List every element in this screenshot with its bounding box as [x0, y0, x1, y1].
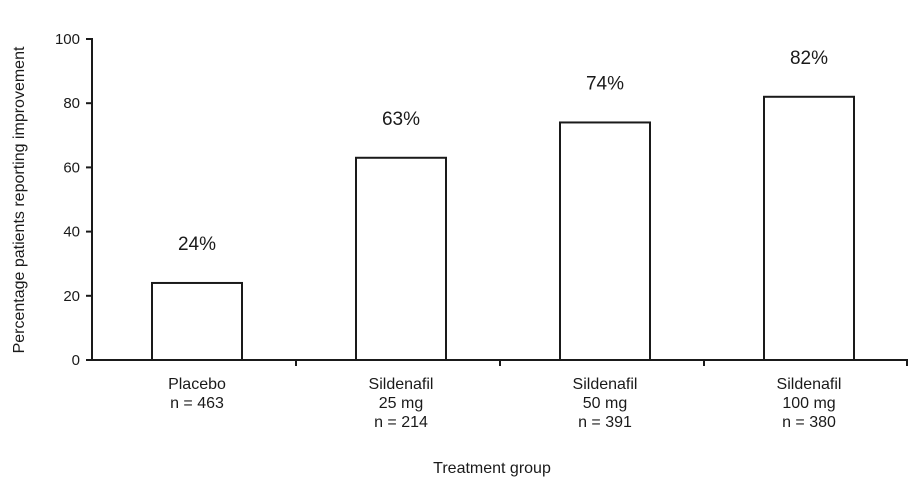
- category-label-line: 100 mg: [782, 395, 835, 412]
- category-label-line: Placebo: [168, 376, 226, 393]
- bar-value-label: 63%: [382, 109, 420, 130]
- category-label-line: Sildenafil: [777, 376, 842, 393]
- x-axis-title: Treatment group: [433, 460, 551, 477]
- bar-value-label: 24%: [178, 234, 216, 255]
- category-label-line: n = 391: [578, 414, 632, 431]
- bars: [151, 95, 855, 361]
- category-label-line: Sildenafil: [573, 376, 638, 393]
- bar: [763, 95, 855, 361]
- y-tick-label: 20: [63, 288, 80, 305]
- category-label-line: 50 mg: [583, 395, 627, 412]
- y-axis-ticks: 0 20 40 60 80 100: [55, 31, 92, 369]
- bar: [355, 156, 447, 361]
- category-label: Sildenafil 25 mg n = 214: [369, 376, 434, 431]
- category-label-line: n = 380: [782, 414, 836, 431]
- y-tick-label: 80: [63, 95, 80, 112]
- bar-value-label: 82%: [790, 48, 828, 69]
- category-label-line: n = 463: [170, 395, 224, 412]
- category-label-line: 25 mg: [379, 395, 423, 412]
- bar: [559, 121, 651, 361]
- category-label: Sildenafil 100 mg n = 380: [777, 376, 842, 431]
- category-label-line: n = 214: [374, 414, 428, 431]
- y-tick-label: 40: [63, 224, 80, 241]
- y-axis-title: Percentage patients reporting improvemen…: [11, 46, 28, 353]
- category-label-line: Sildenafil: [369, 376, 434, 393]
- y-tick-label: 60: [63, 159, 80, 176]
- category-label: Placebo n = 463: [168, 376, 226, 412]
- y-tick-label: 100: [55, 31, 80, 48]
- category-label: Sildenafil 50 mg n = 391: [573, 376, 638, 431]
- bar: [151, 281, 243, 361]
- data-labels: 24% 63% 74% 82%: [178, 48, 828, 255]
- y-tick-label: 0: [72, 352, 80, 369]
- bar-value-label: 74%: [586, 73, 624, 94]
